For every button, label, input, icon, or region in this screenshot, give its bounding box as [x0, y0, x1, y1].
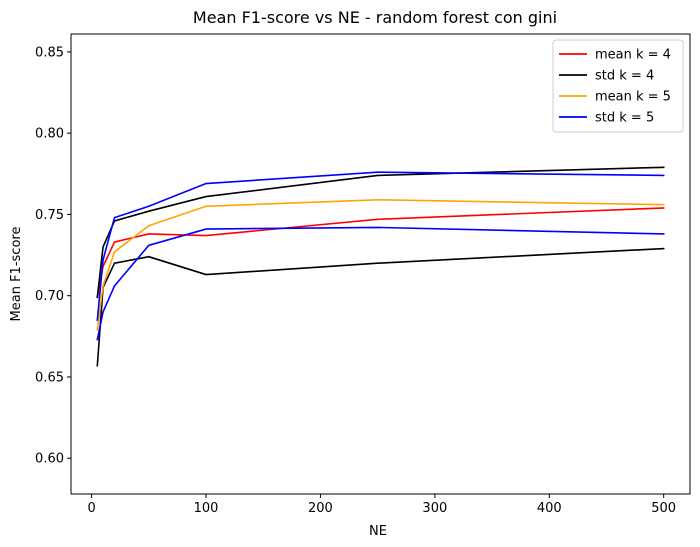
x-tick-label: 500 [651, 501, 676, 516]
series-line-2 [96, 247, 665, 367]
x-tick-label: 400 [537, 501, 562, 516]
y-tick-label: 0.60 [35, 452, 64, 467]
legend-label: mean k = 4 [595, 48, 671, 63]
series-line-5 [96, 226, 665, 341]
plot-frame [70, 33, 691, 495]
x-tick-label: 300 [422, 501, 447, 516]
y-tick-label: 0.75 [35, 208, 64, 223]
y-tick-label: 0.85 [35, 45, 64, 60]
y-tick-label: 0.70 [35, 289, 64, 304]
legend: mean k = 4 std k = 4 mean k = 5 std k = 5 [552, 39, 684, 133]
series-line-6 [96, 171, 665, 321]
x-tick-label: 0 [87, 501, 95, 516]
legend-label: std k = 4 [595, 69, 654, 84]
y-tick-label: 0.80 [35, 127, 64, 142]
legend-label: std k = 5 [595, 111, 654, 126]
chart-title: Mean F1-score vs NE - random forest con … [193, 8, 557, 27]
plot-area: 0 100 200 300 400 500 0.60 0.65 0.70 0.75 0.80 0.85 [35, 33, 691, 516]
series-line-4 [96, 199, 665, 331]
y-tick-label: 0.65 [35, 370, 64, 385]
x-tick-label: 100 [194, 501, 219, 516]
legend-label: mean k = 5 [595, 90, 671, 105]
series-line-3 [96, 166, 665, 299]
y-axis-label: Mean F1-score [9, 227, 24, 322]
x-tick-label: 200 [308, 501, 333, 516]
legend-box [552, 39, 684, 133]
x-axis-label: NE [369, 524, 387, 539]
